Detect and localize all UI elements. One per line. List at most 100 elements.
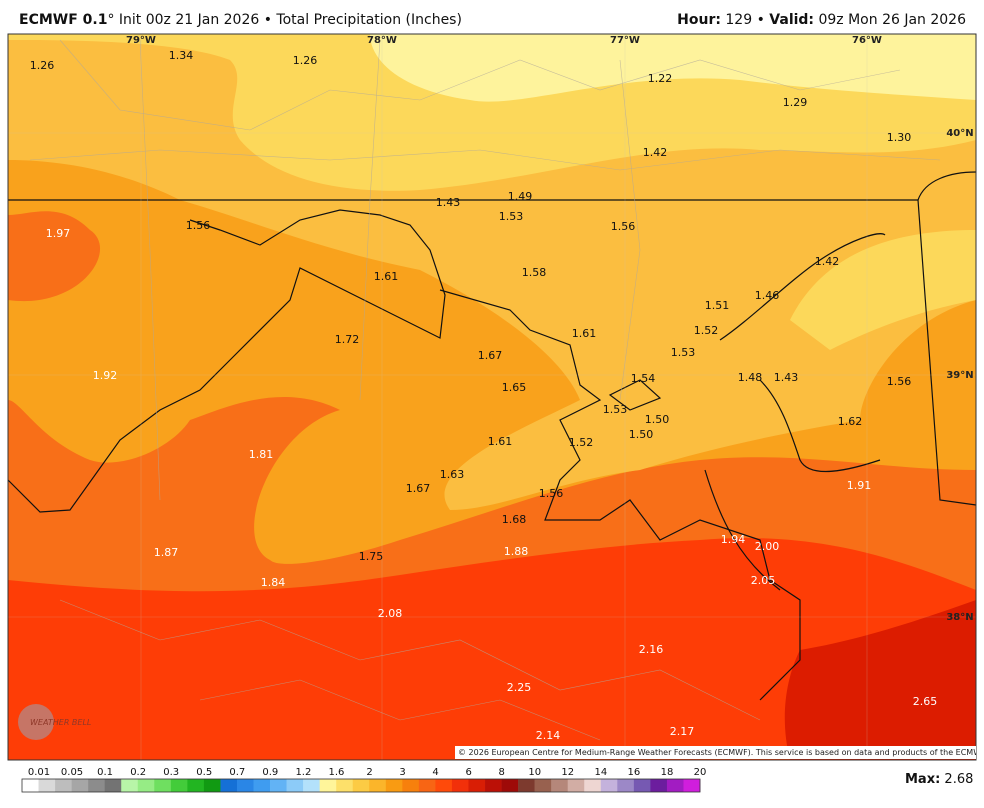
colorbar-swatch xyxy=(55,779,72,792)
colorbar-swatch xyxy=(286,779,304,792)
colorbar-swatch xyxy=(485,779,502,792)
value-label: 1.62 xyxy=(838,415,863,428)
model: ECMWF 0.1 xyxy=(19,12,108,28)
colorbar-swatch xyxy=(303,779,320,792)
colorbar-frame xyxy=(21,778,701,793)
precip-field xyxy=(8,34,976,760)
colorbar-tick: 12 xyxy=(561,767,574,778)
colorbar-tick: 0.3 xyxy=(163,767,179,778)
header-right: Hour: 129 • Valid: 09z Mon 26 Jan 2026 xyxy=(677,12,966,28)
value-label: 1.53 xyxy=(499,210,524,223)
colorbar-swatch xyxy=(253,779,271,792)
colorbar-swatch xyxy=(633,779,651,792)
value-label: 1.34 xyxy=(169,49,194,62)
colorbar-swatch xyxy=(38,779,56,792)
value-label: 1.87 xyxy=(154,546,179,559)
value-label: 1.56 xyxy=(539,487,564,500)
value-label: 1.94 xyxy=(721,533,746,546)
colorbar-swatch xyxy=(518,779,535,792)
latitude-label: 39°N xyxy=(946,370,973,381)
value-label: 1.43 xyxy=(774,371,799,384)
value-label: 1.56 xyxy=(186,219,211,232)
colorbar-swatch xyxy=(567,779,585,792)
value-label: 2.08 xyxy=(378,607,403,620)
colorbar-swatch xyxy=(683,779,701,792)
colorbar-tick: 0.2 xyxy=(130,767,146,778)
value-label: 1.97 xyxy=(46,227,71,240)
colorbar-tick: 10 xyxy=(528,767,541,778)
value-label: 1.42 xyxy=(643,146,668,159)
value-label: 1.56 xyxy=(887,375,912,388)
latitude-label: 38°N xyxy=(946,612,973,623)
value-label: 2.16 xyxy=(639,643,664,656)
colorbar-tick: 0.05 xyxy=(61,767,83,778)
colorbar-swatch xyxy=(236,779,254,792)
colorbar-swatch xyxy=(666,779,684,792)
value-label: 1.53 xyxy=(671,346,696,359)
value-label: 1.91 xyxy=(847,479,872,492)
colorbar-swatch xyxy=(170,779,188,792)
boundaries xyxy=(7,171,977,701)
colorbar-swatch xyxy=(369,779,387,792)
header-info: Init 00z 21 Jan 2026 • Total Precipitati… xyxy=(114,12,462,28)
header-left: ECMWF 0.1° Init 00z 21 Jan 2026 • Total … xyxy=(19,12,462,28)
colorbar-swatch xyxy=(501,779,519,792)
colorbar-swatch xyxy=(385,779,403,792)
longitude-label: 76°W xyxy=(852,35,882,46)
max: Max: 2.68 xyxy=(905,772,973,787)
value-label: 1.52 xyxy=(569,436,594,449)
value-label: 1.26 xyxy=(30,59,55,72)
longitude-label: 77°W xyxy=(610,35,640,46)
colorbar-tick: 16 xyxy=(628,767,641,778)
colorbar-swatch xyxy=(319,779,337,792)
colorbar-tick: 3 xyxy=(399,767,405,778)
longitude-label: 78°W xyxy=(367,35,397,46)
value-label: 1.22 xyxy=(648,72,673,85)
valid-label: Valid: xyxy=(769,12,815,28)
degree: ° xyxy=(107,12,115,28)
colorbar-tick: 0.5 xyxy=(196,767,212,778)
value-label: 1.26 xyxy=(293,54,318,67)
valid-value: 09z Mon 26 Jan 2026 xyxy=(814,12,966,28)
value-label: 1.65 xyxy=(502,381,527,394)
colorbar-tick: 8 xyxy=(499,767,505,778)
value-label: 1.30 xyxy=(887,131,912,144)
value-label: 1.67 xyxy=(478,349,503,362)
value-label: 1.43 xyxy=(436,196,461,209)
watermark: WEATHER BELL xyxy=(18,704,91,740)
colorbar-swatch xyxy=(352,779,370,792)
value-label: 1.63 xyxy=(440,468,465,481)
colorbar-swatch xyxy=(600,779,618,792)
value-label: 1.50 xyxy=(629,428,654,441)
colorbar-tick: 0.7 xyxy=(229,767,245,778)
colorbar-swatch xyxy=(617,779,635,792)
colorbar-swatch xyxy=(22,779,39,792)
value-label: 1.56 xyxy=(611,220,636,233)
colorbar-tick: 18 xyxy=(661,767,674,778)
colorbar-swatch xyxy=(418,779,436,792)
colorbar-swatch xyxy=(435,779,453,792)
colorbar-swatch xyxy=(203,779,221,792)
colorbar-swatch xyxy=(551,779,569,792)
value-label: 1.61 xyxy=(572,327,597,340)
value-label: 1.58 xyxy=(522,266,547,279)
county-lines xyxy=(29,39,941,741)
value-label: 1.81 xyxy=(249,448,274,461)
max-value: 2.68 xyxy=(940,772,974,787)
value-label: 1.53 xyxy=(603,403,628,416)
value-label: 1.92 xyxy=(93,369,118,382)
value-label: 1.61 xyxy=(374,270,399,283)
colorbar-swatch xyxy=(584,779,602,792)
colorbar-swatch xyxy=(650,779,668,792)
graticule xyxy=(8,34,976,760)
colorbar-swatch xyxy=(220,779,238,792)
colorbar-tick: 6 xyxy=(465,767,471,778)
colorbar-tick: 14 xyxy=(594,767,607,778)
colorbar-swatch xyxy=(336,779,354,792)
colorbar-swatch xyxy=(137,779,155,792)
value-label: 2.65 xyxy=(913,695,938,708)
colorbar-tick: 1.6 xyxy=(328,767,344,778)
hour-value: 129 • xyxy=(720,12,770,28)
colorbar-swatch xyxy=(270,779,287,792)
value-label: 2.14 xyxy=(536,729,561,742)
